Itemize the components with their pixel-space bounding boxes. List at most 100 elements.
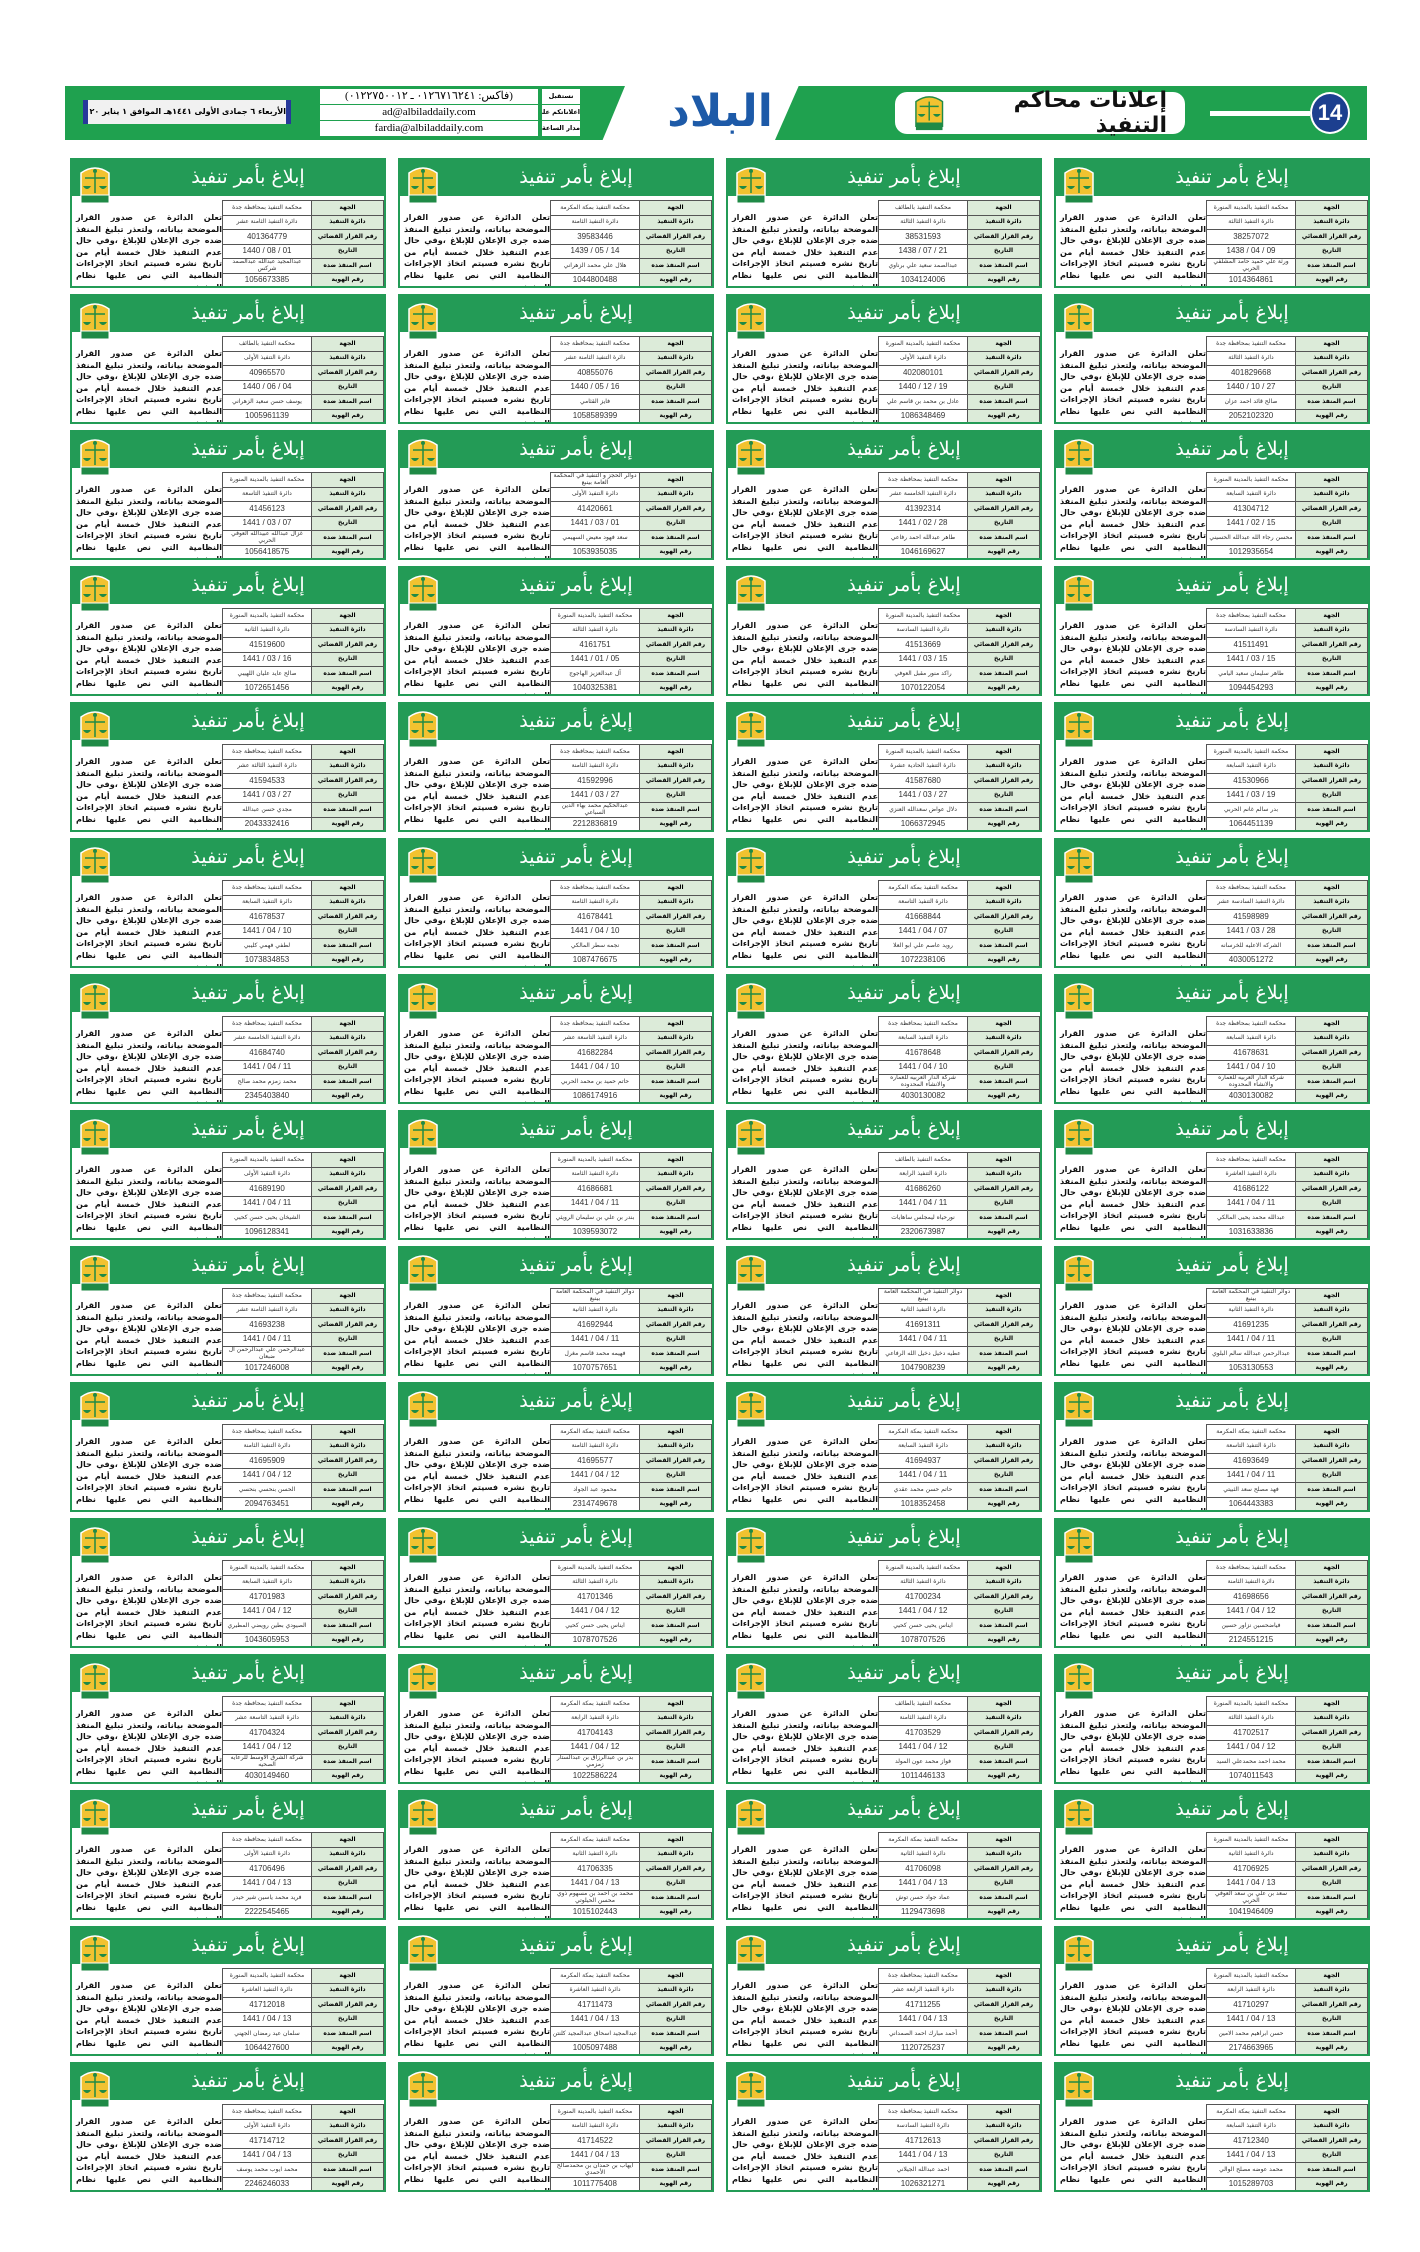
field-value-name: شركة الشرق الاوسط للرعايه الصحيه — [222, 1754, 312, 1770]
execution-notice-card: إبلاغ بأمر تنفيذ الجهة محكمة التنفيذ بمكة … — [398, 1382, 714, 1512]
field-label: التاريخ — [639, 379, 712, 395]
notice-field-court: الجهة محكمة التنفيذ بمكة المكرمة — [1206, 2104, 1368, 2120]
field-value-date: 12 / 04 / 1441 — [1206, 1603, 1296, 1619]
ad-email-link[interactable]: ad@albiladdaily.com — [320, 105, 538, 120]
notice-field-id: رقم الهوية 2174663965 — [1206, 2040, 1368, 2054]
notice-field-circuit: دائرة التنفيذ دائرة التنفيذ السابعة — [1206, 758, 1368, 774]
notice-body-text: تعلن الدائرة عن صدور القرار الموضحة بيان… — [1060, 1572, 1206, 1648]
notice-body-text: تعلن الدائرة عن صدور القرار الموضحة بيان… — [404, 2116, 550, 2192]
field-label: رقم القرار القضائي — [967, 2133, 1040, 2149]
notice-field-date: التاريخ 11 / 04 / 1441 — [222, 1195, 384, 1211]
field-value-name: احمد عبدالله الجيلاني — [878, 2162, 968, 2178]
field-label: الجهة — [639, 336, 712, 352]
notice-field-circuit: دائرة التنفيذ دائرة التنفيذ الثامنة — [222, 1438, 384, 1454]
ministry-of-justice-emblem-icon — [80, 439, 110, 476]
field-label: التاريخ — [311, 923, 384, 939]
field-value-date: 27 / 03 / 1441 — [878, 787, 968, 803]
field-value-circuit: دائرة التنفيذ السابعة — [878, 1438, 968, 1454]
ministry-of-justice-emblem-icon — [736, 1663, 766, 1700]
field-value-decision: 41668844 — [878, 909, 968, 925]
field-label: دائرة التنفيذ — [311, 2118, 384, 2134]
field-label: رقم الهوية — [1295, 2040, 1368, 2054]
notices-grid: إبلاغ بأمر تنفيذ الجهة محكمة التنفيذ بالمد… — [68, 158, 1370, 2192]
execution-notice-card: إبلاغ بأمر تنفيذ الجهة محكمة التنفيذ بمحاف… — [1054, 1518, 1370, 1648]
notice-title: إبلاغ بأمر تنفيذ — [400, 1384, 712, 1420]
execution-notice-card: إبلاغ بأمر تنفيذ الجهة محكمة التنفيذ بالمد… — [726, 1518, 1042, 1648]
contact-row: اعلاناتكم على ad@albiladdaily.com — [320, 105, 580, 120]
field-label: رقم القرار القضائي — [639, 1317, 712, 1333]
field-value-decision: 402080101 — [878, 365, 968, 381]
field-value-date: 07 / 03 / 1441 — [222, 515, 312, 531]
field-value-id: 1064427600 — [222, 2040, 312, 2054]
notice-field-circuit: دائرة التنفيذ دائرة التنفيذ الثانية — [550, 1846, 712, 1862]
notice-field-circuit: دائرة التنفيذ دائرة التنفيذ الثانية — [878, 1846, 1040, 1862]
notice-field-decision: رقم القرار القضائي 41691311 — [878, 1317, 1040, 1333]
notice-title: إبلاغ بأمر تنفيذ — [728, 432, 1040, 468]
ministry-of-justice-emblem-icon — [408, 1391, 438, 1428]
field-label: التاريخ — [311, 243, 384, 259]
notice-field-court: الجهة محكمة التنفيذ بمكة المكرمة — [550, 1696, 712, 1712]
field-value-date: 13 / 04 / 1441 — [222, 1875, 312, 1891]
field-label: التاريخ — [1295, 515, 1368, 531]
notice-details-table: الجهة محكمة التنفيذ بمحافظة جدة دائرة التن… — [1206, 608, 1368, 694]
notice-title: إبلاغ بأمر تنفيذ — [72, 1520, 384, 1556]
field-label: رقم الهوية — [639, 952, 712, 966]
field-value-decision: 401364779 — [222, 229, 312, 245]
field-label: رقم القرار القضائي — [1295, 1317, 1368, 1333]
field-label: اسم المنفذ ضده — [1295, 938, 1368, 954]
notice-field-court: الجهة محكمة التنفيذ بمحافظة جدة — [550, 1016, 712, 1032]
field-value-id: 1005961139 — [222, 408, 312, 422]
execution-notice-card: إبلاغ بأمر تنفيذ الجهة محكمة التنفيذ بالمد… — [70, 1110, 386, 1240]
notice-field-id: رقم الهوية 1039593072 — [550, 1224, 712, 1238]
notice-field-id: رقم الهوية 1074011543 — [1206, 1768, 1368, 1782]
field-label: رقم الهوية — [967, 2040, 1040, 2054]
notice-field-decision: رقم القرار القضائي 41702517 — [1206, 1725, 1368, 1741]
notice-field-date: التاريخ 13 / 04 / 1441 — [222, 1875, 384, 1891]
notice-field-decision: رقم القرار القضائي 41682284 — [550, 1045, 712, 1061]
field-label: رقم القرار القضائي — [1295, 773, 1368, 789]
ministry-of-justice-emblem-icon — [408, 1255, 438, 1292]
field-label: رقم الهوية — [639, 1224, 712, 1238]
ministry-of-justice-emblem-icon — [80, 1119, 110, 1156]
notice-title: إبلاغ بأمر تنفيذ — [72, 1792, 384, 1828]
fax-number: (فاكس: ٠١٢٦٧١٦٢٤١ ـ ٠١٢٢٧٥٠٠١٢) — [320, 89, 538, 104]
execution-notice-card: إبلاغ بأمر تنفيذ الجهة محكمة التنفيذ بالطا… — [726, 1654, 1042, 1784]
notice-field-date: التاريخ 11 / 04 / 1441 — [878, 1467, 1040, 1483]
ministry-of-justice-emblem-icon — [408, 2071, 438, 2108]
field-value-circuit: دائرة التنفيذ الثانية — [878, 1846, 968, 1862]
section-title: إعلانات محاكم التنفيذ — [1013, 88, 1167, 138]
field-label: التاريخ — [639, 1875, 712, 1891]
notice-body-text: تعلن الدائرة عن صدور القرار الموضحة بيان… — [732, 348, 878, 424]
notice-field-id: رقم الهوية 1120725237 — [878, 2040, 1040, 2054]
field-label: التاريخ — [967, 1195, 1040, 1211]
field-label: رقم الهوية — [1295, 1768, 1368, 1782]
field-value-court: محكمة التنفيذ بمحافظة جدة — [878, 2104, 968, 2120]
field-value-id: 1096128341 — [222, 1224, 312, 1238]
field-label: التاريخ — [639, 923, 712, 939]
notice-field-court: الجهة دوائر التنفيذ في المحكمة العامة بين… — [878, 1288, 1040, 1304]
notice-title: إبلاغ بأمر تنفيذ — [72, 2064, 384, 2100]
notice-field-name: اسم المنفذ ضده شركة الشرق الاوسط للرعايه … — [222, 1754, 384, 1770]
field-value-decision: 41702517 — [1206, 1725, 1296, 1741]
field-label: دائرة التنفيذ — [639, 1030, 712, 1046]
contact-label: مدار الساعة — [542, 121, 580, 136]
notice-body-text: تعلن الدائرة عن صدور القرار الموضحة بيان… — [76, 756, 222, 832]
field-value-circuit: دائرة التنفيذ الثامنة — [1206, 1574, 1296, 1590]
field-label: رقم الهوية — [639, 544, 712, 558]
notice-field-id: رقم الهوية 1058589399 — [550, 408, 712, 422]
notice-field-decision: رقم القرار القضائي 41698656 — [1206, 1589, 1368, 1605]
field-value-decision: 41693238 — [222, 1317, 312, 1333]
execution-notice-card: إبلاغ بأمر تنفيذ الجهة محكمة التنفيذ بمحاف… — [70, 1246, 386, 1376]
notice-title: إبلاغ بأمر تنفيذ — [1056, 568, 1368, 604]
field-label: اسم المنفذ ضده — [1295, 1074, 1368, 1090]
field-label: الجهة — [967, 744, 1040, 760]
notice-field-name: اسم المنفذ ضده عماد جواد حسن توش — [878, 1890, 1040, 1906]
execution-notice-card: إبلاغ بأمر تنفيذ الجهة محكمة التنفيذ بالمد… — [70, 430, 386, 560]
notice-body-text: تعلن الدائرة عن صدور القرار الموضحة بيان… — [732, 1436, 878, 1512]
field-label: رقم الهوية — [311, 2040, 384, 2054]
field-value-id: 1064451139 — [1206, 816, 1296, 830]
fardia-email-link[interactable]: fardia@albiladdaily.com — [320, 121, 538, 136]
field-value-decision: 41686122 — [1206, 1181, 1296, 1197]
execution-notice-card: إبلاغ بأمر تنفيذ الجهة محكمة التنفيذ بمحاف… — [1054, 838, 1370, 968]
notice-details-table: الجهة محكمة التنفيذ بالمدينة المنورة دائرة… — [1206, 472, 1368, 558]
